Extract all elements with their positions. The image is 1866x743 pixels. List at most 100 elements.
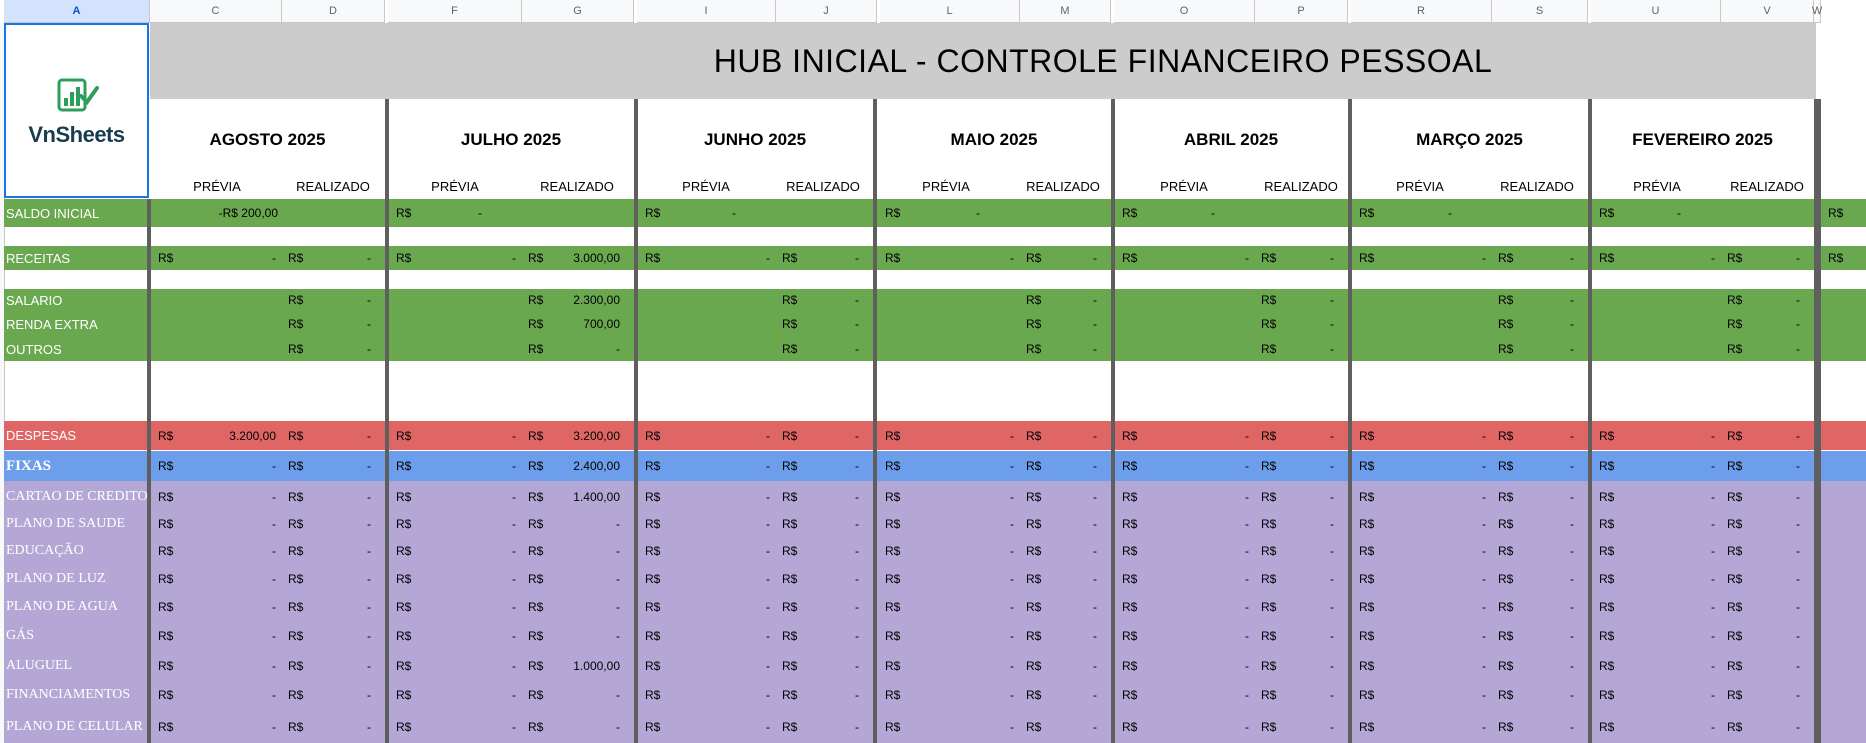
value-luz-m1-previa[interactable]: - xyxy=(512,572,516,586)
value-saldo_inicial-m1-previa[interactable]: - xyxy=(478,206,482,220)
value-despesas-m0-realizado[interactable]: - xyxy=(367,428,371,443)
value-agua-m0-previa[interactable]: - xyxy=(272,599,276,614)
column-header-p[interactable]: P xyxy=(1255,0,1348,23)
value-fixas-m3-previa[interactable]: - xyxy=(1010,459,1014,473)
value-salario-m3-realizado[interactable]: - xyxy=(1093,293,1097,307)
value-receitas-m3-previa[interactable]: - xyxy=(1010,251,1014,265)
column-header-w[interactable]: W xyxy=(1812,0,1822,23)
value-educacao-m0-realizado[interactable]: - xyxy=(367,544,371,558)
value-saude-m1-previa[interactable]: - xyxy=(512,517,516,531)
value-despesas-m6-realizado[interactable]: - xyxy=(1796,428,1800,443)
value-renda_extra-m0-realizado[interactable]: - xyxy=(367,317,371,331)
value-financiamentos-m0-previa[interactable]: - xyxy=(272,688,276,702)
value-aluguel-m5-realizado[interactable]: - xyxy=(1570,658,1574,673)
value-cartao-m0-realizado[interactable]: - xyxy=(367,489,371,504)
value-educacao-m6-previa[interactable]: - xyxy=(1711,544,1715,558)
column-header-d[interactable]: D xyxy=(282,0,385,23)
value-agua-m5-realizado[interactable]: - xyxy=(1570,599,1574,614)
value-gas-m1-previa[interactable]: - xyxy=(512,628,516,643)
value-cartao-m3-previa[interactable]: - xyxy=(1010,489,1014,504)
value-saude-m5-realizado[interactable]: - xyxy=(1570,517,1574,531)
value-despesas-m5-previa[interactable]: - xyxy=(1482,428,1486,443)
value-saldo_inicial-m0-previa[interactable]: -R$ 200,00 xyxy=(218,206,278,220)
value-luz-m0-realizado[interactable]: - xyxy=(367,572,371,586)
logo-cell-a1[interactable]: VnSheets xyxy=(4,23,149,198)
value-luz-m6-realizado[interactable]: - xyxy=(1796,572,1800,586)
value-aluguel-m5-previa[interactable]: - xyxy=(1482,658,1486,673)
row-label-financiamentos[interactable]: FINANCIAMENTOS xyxy=(6,687,131,702)
value-outros-m2-realizado[interactable]: - xyxy=(855,342,859,356)
row-label-outros[interactable]: OUTROS xyxy=(6,341,62,357)
value-cartao-m2-realizado[interactable]: - xyxy=(855,489,859,504)
column-header-o[interactable]: O xyxy=(1114,0,1255,23)
value-salario-m4-realizado[interactable]: - xyxy=(1330,293,1334,307)
row-label-saldo-inicial[interactable]: SALDO INICIAL xyxy=(6,205,100,221)
value-despesas-m4-previa[interactable]: - xyxy=(1245,428,1249,443)
value-outros-m4-realizado[interactable]: - xyxy=(1330,342,1334,356)
value-aluguel-m3-previa[interactable]: - xyxy=(1010,658,1014,673)
value-saude-m3-realizado[interactable]: - xyxy=(1093,517,1097,531)
value-salario-m1-realizado[interactable]: 2.300,00 xyxy=(573,293,620,307)
row-label-educacao[interactable]: EDUCAÇÃO xyxy=(6,543,84,558)
row-label-saude[interactable]: PLANO DE SAUDE xyxy=(6,516,125,531)
value-renda_extra-m2-realizado[interactable]: - xyxy=(855,317,859,331)
value-despesas-m6-previa[interactable]: - xyxy=(1711,428,1715,443)
value-celular-m5-realizado[interactable]: - xyxy=(1570,719,1574,734)
value-saude-m2-realizado[interactable]: - xyxy=(855,517,859,531)
value-fixas-m4-previa[interactable]: - xyxy=(1245,459,1249,473)
value-celular-m6-previa[interactable]: - xyxy=(1711,719,1715,734)
value-aluguel-m1-previa[interactable]: - xyxy=(512,658,516,673)
value-gas-m6-realizado[interactable]: - xyxy=(1796,628,1800,643)
value-fixas-m0-previa[interactable]: - xyxy=(272,459,276,473)
value-educacao-m1-previa[interactable]: - xyxy=(512,544,516,558)
column-header-f[interactable]: F xyxy=(388,0,522,23)
value-receitas-m4-previa[interactable]: - xyxy=(1245,251,1249,265)
value-financiamentos-m2-realizado[interactable]: - xyxy=(855,688,859,702)
value-aluguel-m0-previa[interactable]: - xyxy=(272,658,276,673)
value-renda_extra-m4-realizado[interactable]: - xyxy=(1330,317,1334,331)
value-despesas-m4-realizado[interactable]: - xyxy=(1330,428,1334,443)
value-gas-m0-previa[interactable]: - xyxy=(272,628,276,643)
value-gas-m5-previa[interactable]: - xyxy=(1482,628,1486,643)
value-financiamentos-m6-realizado[interactable]: - xyxy=(1796,688,1800,702)
value-luz-m3-previa[interactable]: - xyxy=(1010,572,1014,586)
value-luz-m5-realizado[interactable]: - xyxy=(1570,572,1574,586)
value-aluguel-m2-realizado[interactable]: - xyxy=(855,658,859,673)
value-fixas-m1-previa[interactable]: - xyxy=(512,459,516,473)
value-despesas-m3-realizado[interactable]: - xyxy=(1093,428,1097,443)
value-fixas-m2-previa[interactable]: - xyxy=(766,459,770,473)
value-agua-m6-realizado[interactable]: - xyxy=(1796,599,1800,614)
column-header-l[interactable]: L xyxy=(880,0,1020,23)
value-fixas-m2-realizado[interactable]: - xyxy=(855,459,859,473)
value-aluguel-m3-realizado[interactable]: - xyxy=(1093,658,1097,673)
value-celular-m4-previa[interactable]: - xyxy=(1245,719,1249,734)
value-financiamentos-m3-previa[interactable]: - xyxy=(1010,688,1014,702)
row-label-receitas[interactable]: RECEITAS xyxy=(6,250,71,266)
value-fixas-m3-realizado[interactable]: - xyxy=(1093,459,1097,473)
value-saldo_inicial-m5-previa[interactable]: - xyxy=(1448,206,1452,220)
value-agua-m3-realizado[interactable]: - xyxy=(1093,599,1097,614)
value-fixas-m6-previa[interactable]: - xyxy=(1711,459,1715,473)
value-luz-m2-previa[interactable]: - xyxy=(766,572,770,586)
value-financiamentos-m5-realizado[interactable]: - xyxy=(1570,688,1574,702)
value-saldo_inicial-m3-previa[interactable]: - xyxy=(976,206,980,220)
value-fixas-m1-realizado[interactable]: 2.400,00 xyxy=(573,459,620,473)
value-fixas-m4-realizado[interactable]: - xyxy=(1330,459,1334,473)
value-fixas-m0-realizado[interactable]: - xyxy=(367,459,371,473)
column-header-j[interactable]: J xyxy=(776,0,877,23)
value-outros-m1-realizado[interactable]: - xyxy=(616,342,620,356)
value-saldo_inicial-m4-previa[interactable]: - xyxy=(1211,206,1215,220)
value-cartao-m1-previa[interactable]: - xyxy=(512,489,516,504)
value-agua-m1-previa[interactable]: - xyxy=(512,599,516,614)
column-header-v[interactable]: V xyxy=(1721,0,1814,23)
value-celular-m4-realizado[interactable]: - xyxy=(1330,719,1334,734)
value-renda_extra-m1-realizado[interactable]: 700,00 xyxy=(583,317,620,331)
value-salario-m6-realizado[interactable]: - xyxy=(1796,293,1800,307)
value-outros-m0-realizado[interactable]: - xyxy=(367,342,371,356)
value-receitas-m3-realizado[interactable]: - xyxy=(1093,251,1097,265)
value-saude-m5-previa[interactable]: - xyxy=(1482,517,1486,531)
row-label-agua[interactable]: PLANO DE AGUA xyxy=(6,598,118,614)
value-receitas-m6-previa[interactable]: - xyxy=(1711,251,1715,265)
value-celular-m1-realizado[interactable]: - xyxy=(616,719,620,734)
value-cartao-m5-previa[interactable]: - xyxy=(1482,489,1486,504)
